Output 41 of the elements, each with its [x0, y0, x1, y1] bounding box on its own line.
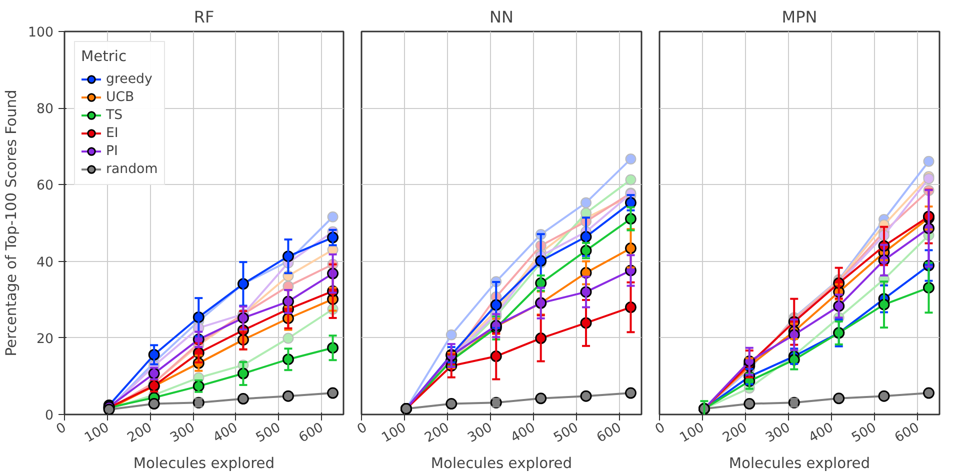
x-tick-label: 200 — [720, 420, 750, 446]
x-tick-label: 0 — [653, 420, 668, 438]
x-tick-label: 600 — [892, 420, 922, 446]
x-tick-label: 600 — [296, 420, 326, 446]
legend-title: Metric — [81, 48, 128, 65]
x-tick-label: 100 — [82, 420, 112, 446]
chart-title: NN — [490, 8, 514, 26]
x-tick-label: 200 — [125, 420, 155, 446]
x-tick-label: 400 — [806, 420, 836, 446]
x-axis-title: Molecules explored — [133, 454, 275, 472]
x-axis-title: Molecules explored — [728, 454, 870, 472]
x-tick-label: 300 — [764, 420, 794, 446]
y-tick-label: 60 — [36, 178, 54, 194]
x-tick-label: 400 — [210, 420, 240, 446]
y-axis-title: Percentage of Top-100 Scores Found — [3, 90, 20, 356]
legend-label: EI — [106, 124, 120, 142]
x-tick-label: 600 — [594, 420, 624, 446]
legend-label: UCB — [106, 88, 134, 106]
x-axis-title: Molecules explored — [430, 454, 572, 472]
chart-title: MPN — [782, 8, 818, 26]
x-tick-label: 500 — [552, 420, 582, 446]
x-tick-label: 300 — [466, 420, 496, 446]
x-tick-label: 0 — [54, 420, 70, 438]
x-tick-label: 100 — [379, 420, 410, 446]
x-tick-label: 400 — [508, 420, 538, 446]
y-tick-label: 80 — [36, 102, 54, 118]
x-tick-label: 300 — [168, 420, 198, 446]
chart-title: RF — [194, 8, 214, 26]
legend-label: PI — [106, 142, 119, 160]
x-tick-label: 500 — [254, 420, 284, 446]
legend-label: greedy — [106, 70, 152, 88]
legend-label: random — [106, 160, 158, 178]
y-tick-label: 100 — [28, 26, 54, 40]
y-tick-label: 40 — [36, 255, 54, 270]
x-tick-label: 500 — [850, 420, 880, 446]
x-tick-label: 100 — [677, 420, 708, 446]
x-tick-label: 200 — [422, 420, 452, 446]
legend-label: TS — [106, 106, 124, 124]
y-tick-label: 20 — [36, 332, 54, 347]
y-tick-label: 0 — [45, 408, 54, 424]
x-tick-label: 0 — [355, 420, 370, 438]
